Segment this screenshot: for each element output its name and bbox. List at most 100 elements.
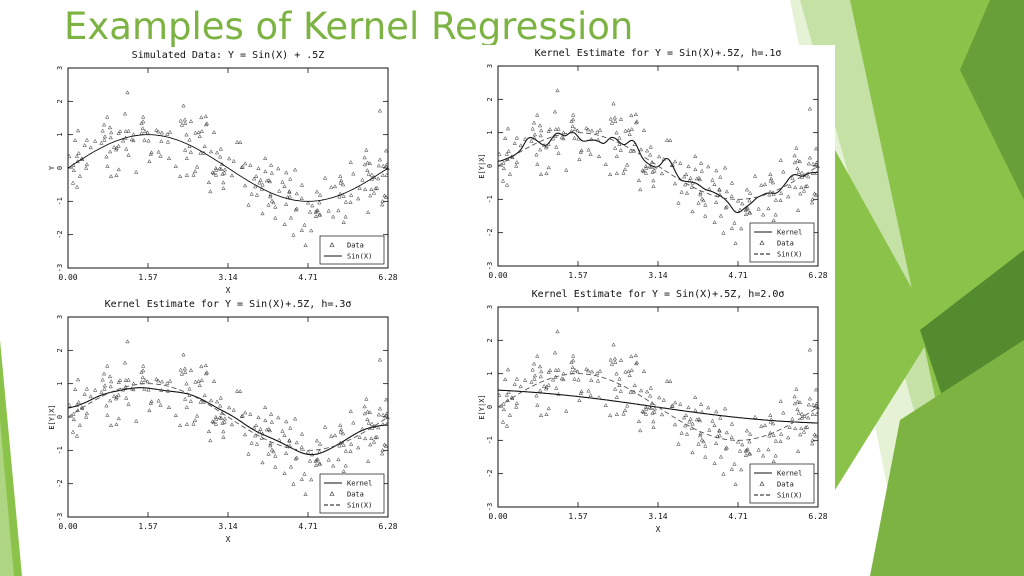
sin-curve bbox=[497, 373, 819, 441]
y-tick-label: -1 bbox=[486, 195, 494, 203]
data-point bbox=[343, 448, 348, 453]
data-point bbox=[280, 179, 285, 184]
data-point bbox=[648, 385, 653, 390]
data-point bbox=[797, 400, 803, 405]
data-point bbox=[668, 138, 673, 142]
y-tick-label: 3 bbox=[56, 66, 64, 70]
data-point bbox=[771, 191, 776, 196]
data-point bbox=[795, 448, 801, 453]
data-point bbox=[198, 399, 203, 404]
data-point bbox=[546, 129, 551, 133]
data-point bbox=[682, 174, 687, 179]
data-point bbox=[227, 156, 232, 161]
data-point bbox=[302, 471, 307, 476]
data-point bbox=[739, 226, 744, 231]
data-point bbox=[596, 395, 602, 400]
data-point bbox=[282, 471, 287, 475]
data-point bbox=[84, 137, 89, 142]
data-point bbox=[253, 184, 258, 189]
y-axis-label: E[Y|X] bbox=[478, 153, 486, 178]
data-point bbox=[206, 180, 212, 185]
data-point bbox=[208, 398, 214, 403]
data-point bbox=[696, 441, 701, 446]
data-point bbox=[196, 379, 201, 383]
data-point bbox=[608, 172, 613, 177]
data-point bbox=[336, 208, 341, 213]
data-point bbox=[218, 166, 224, 171]
data-point bbox=[588, 151, 593, 156]
data-point bbox=[541, 142, 547, 147]
data-point bbox=[729, 225, 734, 230]
data-point bbox=[688, 175, 693, 180]
data-point bbox=[276, 166, 281, 171]
data-point bbox=[269, 447, 275, 452]
data-point bbox=[564, 408, 569, 413]
data-point bbox=[348, 159, 353, 164]
data-point bbox=[710, 418, 715, 423]
data-point bbox=[718, 174, 723, 179]
y-tick-label: 2 bbox=[56, 99, 64, 103]
data-point bbox=[292, 167, 298, 172]
y-tick-label: -3 bbox=[486, 262, 494, 270]
chart-kernel-h-0-3: Kernel Estimate for Y = Sin(X)+.5Z, h=.3… bbox=[48, 299, 398, 544]
data-point bbox=[739, 467, 744, 472]
data-point bbox=[703, 202, 708, 207]
y-tick-label: 1 bbox=[56, 133, 64, 137]
data-point bbox=[532, 132, 538, 137]
data-point bbox=[773, 438, 778, 443]
data-point bbox=[778, 157, 783, 162]
data-point bbox=[801, 429, 807, 434]
data-point bbox=[648, 393, 653, 398]
y-tick-label: -2 bbox=[486, 469, 494, 477]
data-point bbox=[165, 131, 170, 136]
data-point bbox=[697, 418, 703, 423]
data-point bbox=[139, 120, 144, 125]
data-point bbox=[380, 172, 385, 177]
data-point bbox=[142, 386, 147, 391]
data-point bbox=[187, 386, 192, 391]
data-point bbox=[659, 171, 665, 176]
data-point bbox=[71, 411, 76, 416]
data-point bbox=[670, 403, 675, 408]
data-point bbox=[729, 180, 735, 185]
data-point bbox=[698, 192, 703, 197]
data-point bbox=[182, 366, 187, 371]
data-point bbox=[633, 112, 638, 117]
data-point bbox=[309, 477, 314, 482]
data-point bbox=[380, 421, 385, 426]
data-point bbox=[595, 129, 600, 134]
data-point bbox=[156, 149, 161, 154]
data-point bbox=[595, 378, 601, 383]
data-point bbox=[154, 127, 159, 132]
x-tick-label: 3.14 bbox=[218, 273, 237, 282]
data-point bbox=[385, 166, 390, 171]
data-point bbox=[273, 204, 278, 209]
y-tick-label: 2 bbox=[486, 338, 494, 342]
y-tick-label: -1 bbox=[486, 436, 494, 444]
data-point bbox=[787, 425, 792, 429]
chart-title: Kernel Estimate for Y = Sin(X)+.5Z, h=2.… bbox=[532, 289, 785, 300]
data-point bbox=[357, 186, 362, 190]
data-point bbox=[381, 412, 386, 417]
data-point bbox=[632, 142, 637, 147]
data-point bbox=[547, 368, 553, 372]
data-point bbox=[263, 405, 268, 409]
data-point bbox=[771, 459, 776, 463]
data-point bbox=[288, 464, 294, 469]
data-point bbox=[203, 363, 208, 368]
data-point bbox=[356, 196, 361, 201]
data-point bbox=[313, 458, 318, 463]
data-point bbox=[684, 172, 689, 176]
data-point bbox=[815, 405, 820, 410]
data-point bbox=[93, 387, 98, 392]
data-point bbox=[652, 406, 657, 411]
data-point bbox=[811, 402, 816, 407]
data-point bbox=[329, 433, 334, 438]
data-point bbox=[807, 396, 813, 401]
data-point bbox=[240, 413, 245, 418]
data-point bbox=[690, 450, 695, 455]
data-point bbox=[293, 207, 298, 212]
data-point bbox=[699, 196, 705, 201]
data-point bbox=[299, 444, 304, 449]
plot-area bbox=[497, 329, 820, 486]
